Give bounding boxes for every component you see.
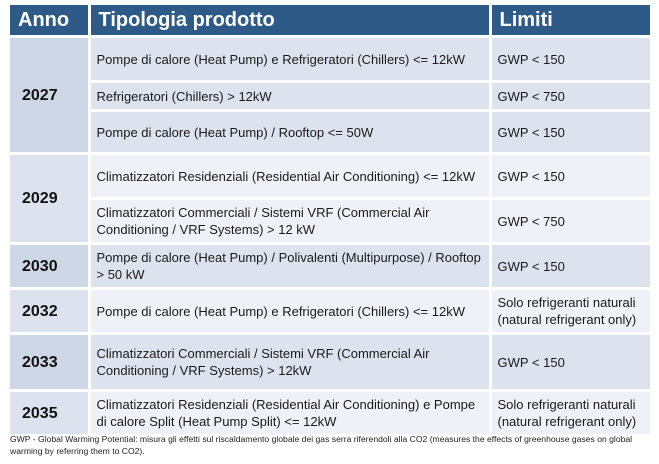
year-cell: 2029 — [10, 153, 91, 245]
regulation-table: Anno Tipologia prodotto Limiti 2027 Pomp… — [10, 5, 650, 437]
header-year: Anno — [10, 5, 91, 38]
table-row: 2032 Pompe di calore (Heat Pump) e Refri… — [10, 288, 650, 335]
table-row: Refrigeratori (Chillers) > 12kW GWP < 75… — [10, 81, 650, 112]
product-cell: Climatizzatori Residenziali (Residential… — [89, 390, 492, 437]
limit-cell: GWP < 150 — [490, 36, 650, 83]
limit-cell: Solo refrigeranti naturali (natural refr… — [490, 288, 650, 335]
limit-cell: Solo refrigeranti naturali (natural refr… — [490, 390, 650, 437]
limit-cell: GWP < 750 — [490, 81, 650, 112]
year-cell: 2033 — [10, 333, 91, 392]
table-row: 2029 Climatizzatori Residenziali (Reside… — [10, 153, 650, 245]
table-row: 2035 Climatizzatori Residenziali (Reside… — [10, 390, 650, 437]
product-cell: Pompe di calore (Heat Pump) / Rooftop <=… — [89, 110, 492, 155]
product-cell: Pompe di calore (Heat Pump) e Refrigerat… — [89, 36, 492, 83]
table-row: 2027 Pompe di calore (Heat Pump) e Refri… — [10, 36, 650, 155]
limit-cell: GWP < 150 — [490, 243, 650, 290]
year-cell: 2035 — [10, 390, 91, 437]
year-cell: 2032 — [10, 288, 91, 335]
table-row: Climatizzatori Commerciali / Sistemi VRF… — [10, 198, 650, 245]
product-cell: Pompe di calore (Heat Pump) e Refrigerat… — [89, 288, 492, 335]
table-header-row: Anno Tipologia prodotto Limiti — [10, 5, 650, 38]
header-product: Tipologia prodotto — [89, 5, 492, 38]
product-cell: Pompe di calore (Heat Pump) / Polivalent… — [89, 243, 492, 290]
limit-cell: GWP < 750 — [490, 198, 650, 245]
table-row: 2033 Climatizzatori Commerciali / Sistem… — [10, 333, 650, 392]
limit-cell: GWP < 150 — [490, 153, 650, 200]
footnote: GWP - Global Warming Potential: misura g… — [10, 434, 633, 456]
year-cell: 2030 — [10, 243, 91, 290]
year-cell: 2027 — [10, 36, 91, 155]
header-limit: Limiti — [490, 5, 650, 38]
limit-cell: GWP < 150 — [490, 333, 650, 392]
product-cell: Refrigeratori (Chillers) > 12kW — [89, 81, 492, 112]
product-cell: Climatizzatori Residenziali (Residential… — [89, 153, 492, 200]
table-row: 2030 Pompe di calore (Heat Pump) / Poliv… — [10, 243, 650, 290]
product-cell: Climatizzatori Commerciali / Sistemi VRF… — [89, 198, 492, 245]
table-row: Pompe di calore (Heat Pump) / Rooftop <=… — [10, 110, 650, 155]
product-cell: Climatizzatori Commerciali / Sistemi VRF… — [89, 333, 492, 392]
limit-cell: GWP < 150 — [490, 110, 650, 155]
